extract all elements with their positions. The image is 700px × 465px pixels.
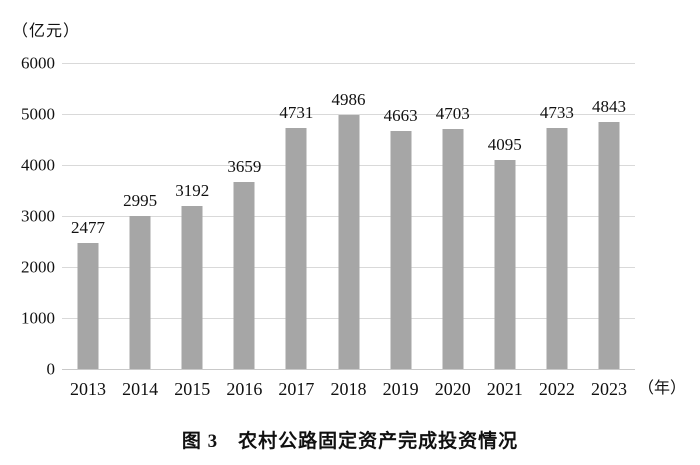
bar bbox=[442, 129, 464, 369]
bar-slot: 4703 2020 bbox=[427, 63, 479, 398]
bar-value-label: 3659 bbox=[227, 157, 262, 176]
bar bbox=[598, 122, 620, 369]
y-tick-label: 2000 bbox=[21, 257, 55, 277]
bar-slot: 2995 2014 bbox=[114, 63, 166, 398]
bar bbox=[77, 243, 99, 369]
bar bbox=[390, 131, 412, 369]
x-tick-label: 2015 bbox=[174, 379, 211, 399]
x-tick-label: 2017 bbox=[278, 379, 315, 399]
bar-value-label: 4095 bbox=[487, 135, 522, 154]
figure-caption: 图 3 农村公路固定资产完成投资情况 bbox=[181, 431, 519, 452]
x-tick-label: 2020 bbox=[434, 379, 471, 399]
bar-value-label: 4843 bbox=[591, 97, 626, 116]
bar-value-label: 4986 bbox=[331, 90, 366, 109]
bar-value-label: 2477 bbox=[71, 218, 106, 237]
bar-slot: 4986 2018 bbox=[322, 63, 374, 398]
y-tick-label: 5000 bbox=[21, 104, 55, 124]
x-tick-label: 2022 bbox=[538, 379, 575, 399]
bar-slot: 3659 2016 bbox=[218, 63, 270, 398]
x-tick-label: 2014 bbox=[122, 379, 159, 399]
x-tick-label: 2019 bbox=[382, 379, 419, 399]
bar bbox=[546, 128, 568, 369]
y-axis-unit-label: （亿元） bbox=[12, 23, 81, 40]
bar-value-label: 4663 bbox=[383, 106, 418, 125]
bar bbox=[494, 160, 516, 369]
y-gridline bbox=[62, 63, 635, 64]
bar-slot: 3192 2015 bbox=[166, 63, 218, 398]
x-tick-label: 2016 bbox=[226, 379, 263, 399]
x-tick-label: 2013 bbox=[70, 379, 107, 399]
x-axis-unit-label: （年） bbox=[638, 380, 687, 397]
bar-slot: 2477 2013 bbox=[62, 63, 114, 398]
bar-slot: 4733 2022 bbox=[531, 63, 583, 398]
bar bbox=[181, 206, 203, 369]
bar bbox=[233, 182, 255, 369]
bar-slot: 4095 2021 bbox=[479, 63, 531, 398]
bar bbox=[129, 216, 151, 369]
y-tick-label: 0 bbox=[46, 359, 56, 379]
bar bbox=[338, 115, 360, 369]
y-tick-label: 3000 bbox=[21, 206, 55, 226]
bar-value-label: 3192 bbox=[175, 181, 210, 200]
bar-value-label: 4703 bbox=[435, 104, 470, 123]
y-tick-label: 1000 bbox=[21, 308, 55, 328]
y-gridline bbox=[62, 114, 635, 115]
plot-area: 0 1000 2000 3000 4000 5000 6000 2477 2013 2995 20… bbox=[21, 55, 686, 399]
bar-slot: 4663 2019 bbox=[375, 63, 427, 398]
bars-layer: 2477 2013 2995 2014 3192 2015 3659 2016 4731 2017… bbox=[62, 63, 635, 398]
bar-value-label: 4733 bbox=[539, 103, 574, 122]
bar-slot: 4731 2017 bbox=[270, 63, 322, 398]
x-tick-label: 2023 bbox=[590, 379, 627, 399]
bar bbox=[285, 128, 307, 369]
y-tick-label: 6000 bbox=[21, 53, 55, 73]
bar-value-label: 2995 bbox=[123, 191, 158, 210]
bar-slot: 4843 2023 bbox=[583, 63, 635, 398]
x-tick-label: 2021 bbox=[486, 379, 523, 399]
x-tick-label: 2018 bbox=[330, 379, 367, 399]
bar-value-label: 4731 bbox=[279, 103, 314, 122]
y-tick-label: 4000 bbox=[21, 155, 55, 175]
